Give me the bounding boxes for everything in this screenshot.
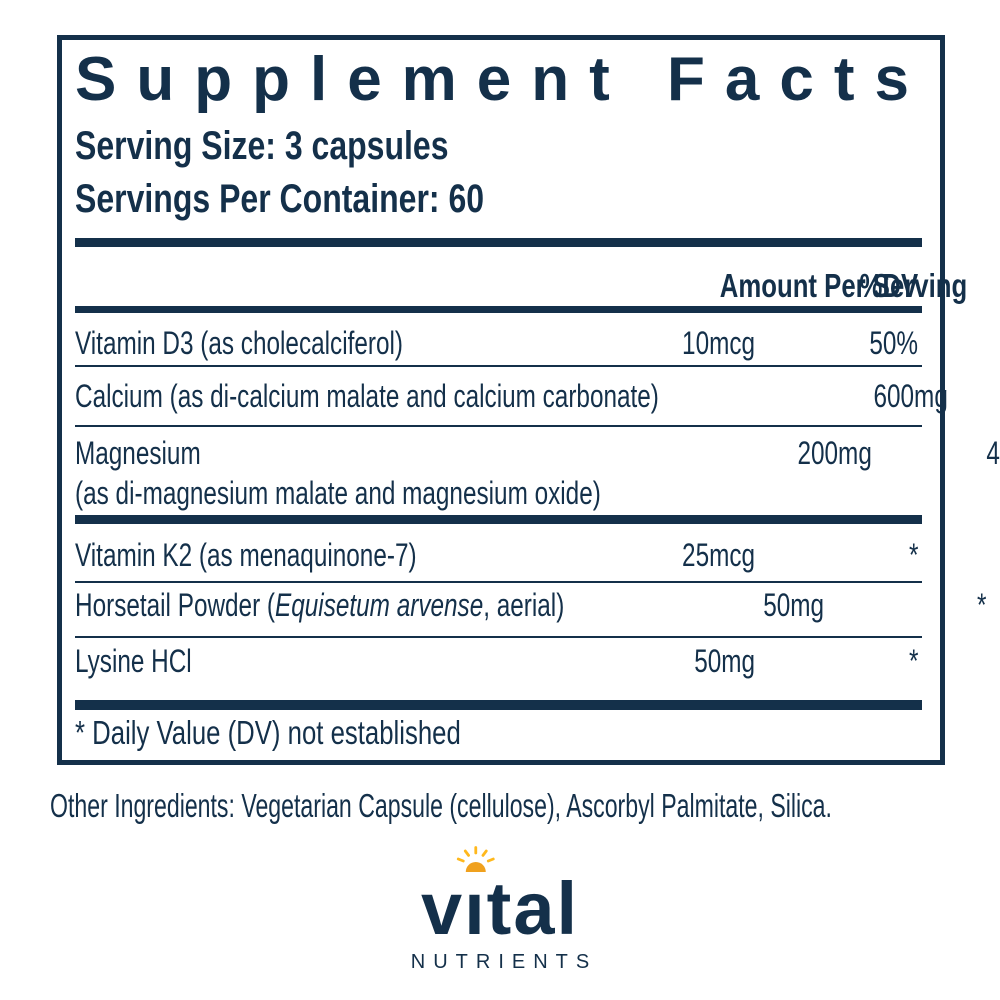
- other-ingredients: Other Ingredients: Vegetarian Capsule (c…: [50, 787, 832, 824]
- servings-per-container-text: Servings Per Container: 60: [75, 177, 485, 222]
- thick-divider-top: [75, 238, 922, 248]
- row-amount: 200mg: [797, 435, 872, 472]
- serving-size: Serving Size: 3 capsules: [75, 122, 922, 170]
- table-row-lysine-hcl: Lysine HCl 50mg *: [75, 638, 922, 700]
- latin-name: Equisetum arvense: [275, 587, 484, 624]
- serving-size-text: Serving Size: 3 capsules: [75, 124, 449, 169]
- supplement-facts-panel: Supplement Facts Serving Size: 3 capsule…: [57, 35, 1000, 765]
- dv-footnote: * Daily Value (DV) not established: [75, 714, 461, 752]
- row-name: Horsetail Powder (Equisetum arvense, aer…: [75, 587, 565, 624]
- row-amount: 50mg: [694, 643, 755, 680]
- thick-divider-mid: [75, 515, 922, 525]
- row-dv: *: [908, 643, 918, 680]
- table-row-calcium: Calcium (as di-calcium malate and calciu…: [75, 367, 948, 428]
- row-dv: *: [977, 587, 987, 624]
- row-name: Vitamin K2 (as menaquinone-7): [75, 537, 417, 574]
- table-row-vitamin-d3: Vitamin D3 (as cholecalciferol) 10mcg 50…: [75, 313, 922, 368]
- table-row-magnesium: Magnesium (as di-magnesium malate and ma…: [75, 427, 1000, 515]
- thick-divider-header: [75, 306, 922, 314]
- row-name: Calcium (as di-calcium malate and calciu…: [75, 378, 659, 415]
- row-dv: 46%: [948, 376, 1000, 416]
- row-dv: *: [908, 537, 918, 574]
- servings-per-container: Servings Per Container: 60: [75, 175, 922, 223]
- row-amount: 600mg: [873, 378, 949, 415]
- brand-i-stem: ı: [456, 846, 495, 946]
- row-name: Vitamin D3 (as cholecalciferol): [75, 325, 403, 362]
- brand-logo: vı tal NUTRIENTS: [403, 846, 598, 974]
- row-amount: 10mcg: [682, 325, 755, 362]
- table-header-row: Amount Per Serving %DV: [75, 266, 968, 306]
- sun-icon: [456, 846, 495, 872]
- row-name: Lysine HCl: [75, 643, 192, 680]
- table-row-vitamin-k2: Vitamin K2 (as menaquinone-7) 25mcg *: [75, 524, 922, 584]
- row-name: Magnesium (as di-magnesium malate and ma…: [75, 435, 601, 512]
- table-header-dv: %DV: [859, 267, 918, 305]
- row-dv: 48%: [986, 435, 1000, 472]
- table-row-horsetail-powder: Horsetail Powder (Equisetum arvense, aer…: [75, 583, 987, 639]
- brand-name: vı tal: [403, 846, 597, 946]
- row-amount: 50mg: [762, 587, 824, 624]
- table-header-amount: Amount Per Serving: [719, 267, 968, 305]
- thick-divider-bottom: [75, 700, 922, 711]
- panel-title: Supplement Facts: [75, 45, 929, 114]
- row-dv: 50%: [869, 325, 918, 362]
- row-amount: 25mcg: [682, 537, 755, 574]
- brand-subtitle: NUTRIENTS: [410, 951, 598, 973]
